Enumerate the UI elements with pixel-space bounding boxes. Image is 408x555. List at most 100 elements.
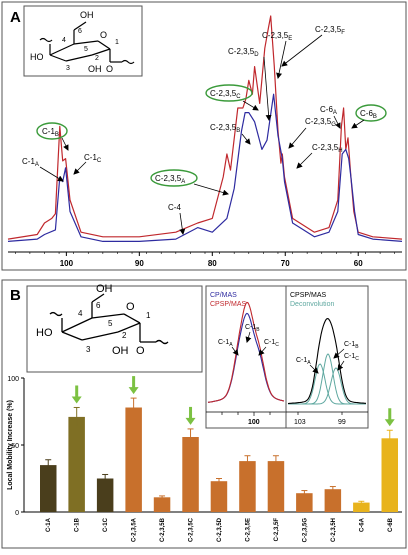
annotations-a: C-2,3,5E C-2,3,5F C-2,3,5D C-2,3,5C C-2,… [22,25,387,235]
glucose-structure-b: OH 6 5 4 HO 3 2 OH 1 O O [26,283,203,373]
category-label: C-2,3,5E [245,518,251,542]
spectrum-blue-line [7,93,403,242]
ring-label: 6 [78,28,82,35]
bar [210,481,228,512]
inset-cpmas: CP/MAS CPSP/MAS C-1A C-1B C-1C 100 [205,285,287,429]
annotation-label: C-2,3,5G [305,117,336,128]
annotation-label: C-2,3,5H [312,143,343,154]
bar [182,437,199,512]
y-tick-label: 100 [7,376,19,383]
ring-label: 2 [95,55,99,62]
annotation-label: C-6B [360,109,377,120]
annotation-label: C-1C [84,153,102,164]
annotation-label: C-2,3,5E [262,31,292,42]
panel-b-letter: B [10,287,21,304]
inset-legend-cp: CP/MAS [210,292,237,299]
ring-label: 1 [115,39,119,46]
highlight-ellipse [355,104,387,122]
structure-box-a [23,5,143,77]
category-label: C-2,3,5A [132,517,138,542]
inset-peak-label: C-1B [344,341,359,350]
ring-label: HO [36,327,53,339]
annotation-label: C-2,3,5C [210,89,241,100]
highlight-arrow-head [71,396,82,404]
ring-label: 5 [108,319,113,328]
y-tick-label: 0 [15,510,19,517]
y-tick-label: 50 [11,443,19,450]
category-label: C-2,3,5H [331,518,337,542]
highlight-ellipse [150,169,198,187]
category-label: C-2,3,5D [217,517,223,542]
bar [40,465,57,512]
annotation-label: C-2,3,5F [315,25,345,36]
annotation-label: C-1A [22,157,39,168]
category-label: C-6A [359,517,365,532]
ring-label: OH [80,10,94,20]
structure-box-b [26,285,203,373]
ring-label: O [106,64,113,74]
annotation-label: C-4 [168,203,181,212]
bar [125,407,142,512]
x-tick-label: 90 [135,259,144,268]
glucose-structure-a: OH 6 5 4 HO 3 2 OH 1 O O [23,5,143,77]
ring-label: OH [112,345,129,357]
ring-label: 5 [84,46,88,53]
bar [267,461,285,512]
category-label: C-2,3,5B [160,517,166,542]
x-tick-label: 80 [208,259,217,268]
highlight-arrow-head [384,419,395,427]
x-tick-label: 70 [281,259,290,268]
ring-label: 6 [96,301,101,310]
ring-label: HO [30,52,44,62]
bar [381,438,398,512]
inset-tick-label: 103 [294,419,306,426]
annotation-label: C-1B [42,127,59,138]
category-label: C-2,3,5G [302,518,308,543]
category-label: C-2,3,5C [189,517,195,542]
ring-label: OH [88,64,102,74]
inset-cpsp-curve-black [287,318,366,405]
bar [96,478,114,512]
inset-legend-cpsp: CPSP/MAS [210,301,247,308]
ring-label: 1 [146,311,151,320]
category-label: C-1B [75,517,81,532]
panel-a-letter: A [10,9,21,26]
annotation-label: C-2,3,5D [228,47,259,58]
ring-label: 3 [66,65,70,72]
inset-deconvolution: CPSP/MAS Deconvolution C-1A C-1B C-1C 10… [285,285,369,429]
inset-peak-label: C-1A [296,357,311,366]
category-label: C-1A [46,517,52,532]
bar [324,489,342,512]
inset-cpsp-curve [207,301,285,403]
ring-label: O [126,301,135,313]
ring-label: 4 [78,309,83,318]
spectrum-red-line [7,15,403,240]
spectrum-plot-a: 100 90 80 70 60 [7,15,403,268]
inset-peak-label: C-1C [264,339,279,348]
ring-label: OH [96,283,113,295]
ring-label: 3 [86,345,91,354]
annotation-label: C-6A [320,105,337,116]
deconv-peak-c [288,367,366,405]
bar [153,497,171,512]
inset-tick-label: 99 [338,419,346,426]
category-label: C-6B [388,517,394,532]
highlight-arrow-head [128,387,139,395]
category-label: C-2,3,5F [274,518,280,542]
inset-tick-label: 100 [248,419,260,426]
highlight-ellipse [36,122,68,140]
bar [353,502,370,512]
ring-label: O [136,345,145,357]
bar-chart: 0 50 100 Local Mobility Increase (%) C-1A C-1… [7,376,402,542]
inset-legend-deconvolution: Deconvolution [290,301,334,308]
bar [68,416,85,512]
bar [239,461,256,512]
annotation-label: C-2,3,5A [155,174,185,185]
category-label: C-1C [103,517,109,532]
ring-label: O [100,30,107,40]
x-tick-label: 100 [60,259,74,268]
inset-legend-cpsp: CPSP/MAS [290,292,327,299]
annotation-label: C-2,3,5B [210,123,240,134]
